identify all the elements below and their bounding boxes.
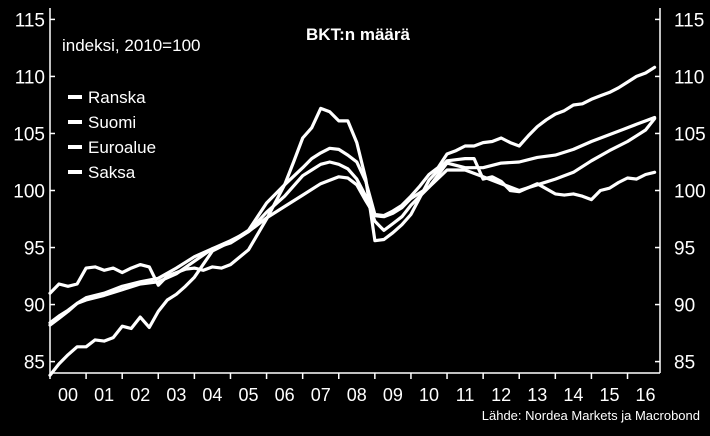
y-tick-label-left: 85 [24, 353, 45, 374]
series-line-suomi [48, 106, 657, 295]
chart-title: BKT:n määrä [306, 25, 410, 44]
x-tick-label: 11 [456, 385, 475, 405]
legend-label-saksa: Saksa [88, 163, 136, 182]
x-tick-label: 02 [130, 385, 150, 405]
source-note: Lähde: Nordea Markets ja Macrobond [482, 408, 700, 423]
y-tick-label-left: 110 [15, 67, 45, 88]
x-tick-label: 13 [527, 385, 547, 405]
chart-subtitle: indeksi, 2010=100 [62, 36, 200, 55]
y-tick-label-left: 100 [13, 182, 45, 203]
x-tick-label: 07 [311, 385, 331, 405]
x-tick-label: 10 [419, 385, 439, 405]
x-tick-label: 03 [166, 385, 186, 405]
legend-label-suomi: Suomi [88, 113, 136, 132]
y-tick-label-left: 90 [24, 296, 45, 317]
series-line-ranska [48, 115, 657, 327]
y-tick-label-right: 85 [674, 353, 695, 374]
x-tick-label: 09 [383, 385, 403, 405]
axes: 85 85 90 90 95 95 100 100 105 105 110 110 115 115 00 01… [13, 8, 706, 405]
y-tick-label-right: 115 [674, 10, 704, 31]
y-tick-label-right: 105 [674, 124, 706, 145]
series-line-saksa [48, 65, 657, 377]
x-tick-label: 04 [202, 385, 222, 405]
x-tick-label: 14 [563, 385, 583, 405]
x-tick-label: 15 [599, 385, 619, 405]
y-tick-label-right: 110 [674, 67, 704, 88]
series-lines [48, 65, 657, 377]
x-tick-label: 08 [347, 385, 367, 405]
series-line-euroalue [48, 117, 657, 325]
x-tick-label: 16 [636, 385, 656, 405]
y-tick-label-right: 100 [674, 182, 706, 203]
x-tick-label: 00 [58, 385, 78, 405]
x-tick-label: 06 [275, 385, 295, 405]
legend: Ranska Suomi Euroalue Saksa [68, 88, 156, 182]
y-tick-label-left: 105 [13, 124, 45, 145]
legend-label-ranska: Ranska [88, 88, 146, 107]
y-tick-label-right: 95 [674, 239, 695, 260]
x-tick-label: 05 [239, 385, 259, 405]
y-tick-label-left: 95 [24, 239, 45, 260]
y-tick-label-left: 115 [15, 10, 45, 31]
y-tick-label-right: 90 [674, 296, 695, 317]
legend-label-euroalue: Euroalue [88, 138, 156, 157]
x-tick-label: 12 [491, 385, 511, 405]
x-tick-label: 01 [94, 385, 114, 405]
